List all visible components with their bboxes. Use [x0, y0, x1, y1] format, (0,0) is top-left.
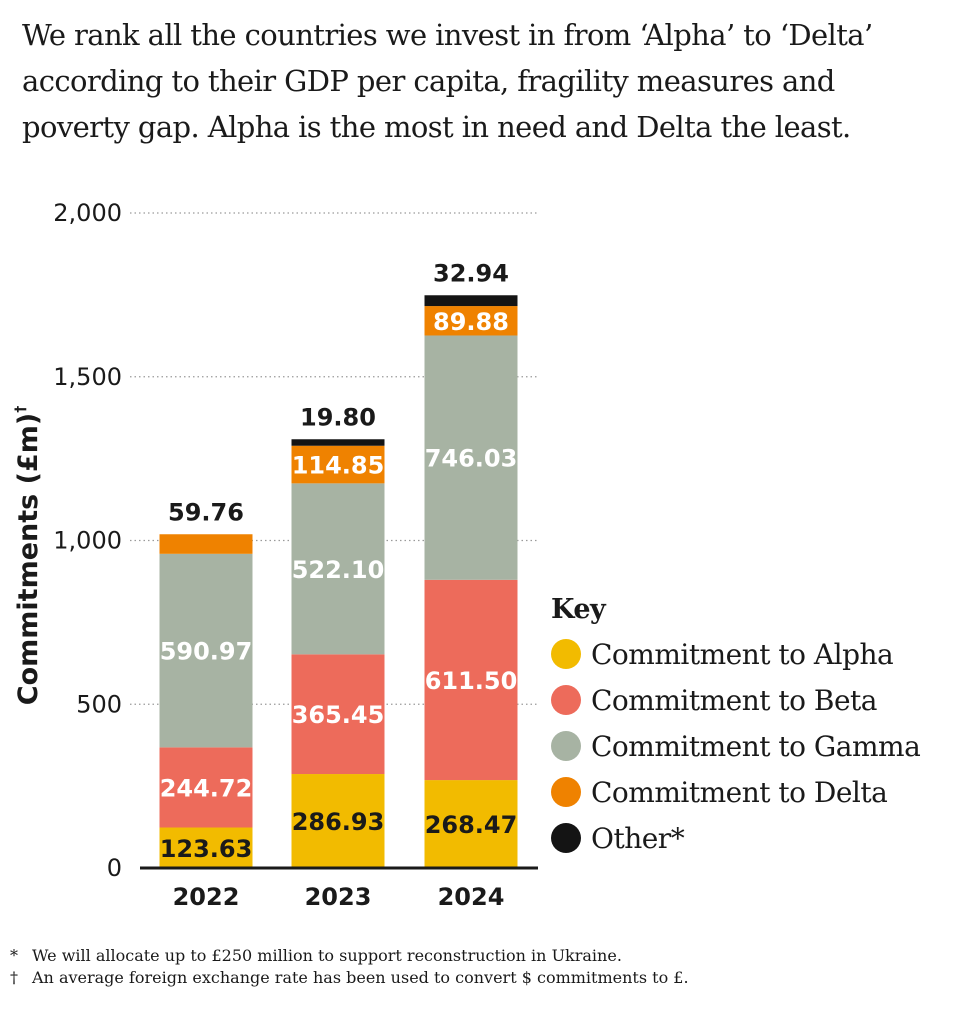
- chart-area: 0 500 1,000 1,500 2,000 Commitments (£m)† 123.…: [0, 180, 959, 920]
- data-label: 522.10: [292, 556, 385, 584]
- bar-segment: [291, 654, 385, 775]
- legend-swatch: [551, 823, 581, 853]
- bar-segment: [291, 483, 385, 655]
- data-label: 286.93: [292, 808, 385, 836]
- footnote: † An average foreign exchange rate has b…: [10, 966, 689, 988]
- y-axis-title-mark: †: [13, 406, 29, 413]
- intro-text: We rank all the countries we invest in f…: [22, 18, 873, 144]
- data-label: 590.97: [160, 638, 253, 666]
- data-label: 32.94: [433, 259, 509, 287]
- x-tick-label: 2024: [438, 883, 505, 911]
- bar-segment: [159, 747, 253, 828]
- y-tick-label: 500: [76, 690, 122, 718]
- legend-label: Commitment to Beta: [591, 683, 878, 717]
- bar-segment: [424, 295, 518, 307]
- bar-segment: [424, 780, 518, 868]
- legend-title: Key: [551, 594, 606, 625]
- legend-item: Commitment to Gamma: [551, 723, 921, 769]
- legend-swatch: [551, 639, 581, 669]
- y-tick-label: 0: [107, 854, 122, 882]
- footnotes: * We will allocate up to £250 million to…: [10, 944, 689, 988]
- bar-segment: [291, 445, 385, 484]
- footnote: * We will allocate up to £250 million to…: [10, 944, 689, 966]
- data-label: 611.50: [425, 667, 518, 695]
- x-tick-label: 2022: [173, 883, 240, 911]
- legend-item: Commitment to Delta: [551, 769, 920, 815]
- bar-segment: [291, 439, 385, 446]
- data-label: 114.85: [292, 452, 385, 480]
- data-label: 365.45: [292, 701, 385, 729]
- legend-label: Commitment to Alpha: [591, 637, 894, 671]
- footnote-mark: †: [10, 967, 18, 987]
- bar-segment: [424, 335, 518, 580]
- bar-segment: [291, 774, 385, 868]
- bar-segment: [424, 306, 518, 336]
- legend-swatch: [551, 685, 581, 715]
- legend-swatch: [551, 777, 581, 807]
- legend-swatch: [551, 731, 581, 761]
- stacked-bar-chart: 0 500 1,000 1,500 2,000 Commitments (£m)† 123.…: [13, 199, 538, 911]
- data-label: 59.76: [168, 498, 244, 526]
- legend-item: Commitment to Beta: [551, 677, 920, 723]
- bar-segment: [159, 534, 253, 554]
- y-tick-label: 1,500: [53, 363, 122, 391]
- data-label: 123.63: [160, 835, 253, 863]
- legend-label: Other*: [591, 821, 685, 855]
- y-axis-title: Commitments (£m)†: [13, 406, 44, 705]
- bar-segment: [424, 579, 518, 781]
- data-label: 268.47: [425, 811, 518, 839]
- data-label: 244.72: [160, 774, 253, 802]
- bar-segment: [159, 553, 253, 748]
- footnote-text: An average foreign exchange rate has bee…: [32, 967, 689, 987]
- legend-label: Commitment to Delta: [591, 775, 888, 809]
- x-tick-label: 2023: [305, 883, 372, 911]
- legend-item: Other*: [551, 815, 920, 861]
- y-tick-label: 2,000: [53, 199, 122, 227]
- data-label: 89.88: [433, 308, 509, 336]
- data-label: 746.03: [425, 445, 518, 473]
- footnote-text: We will allocate up to £250 million to s…: [32, 945, 622, 965]
- y-tick-label: 1,000: [53, 527, 122, 555]
- data-label: 19.80: [300, 403, 376, 431]
- footnote-mark: *: [10, 945, 18, 965]
- legend: Key Commitment to Alpha Commitment to Bet…: [551, 594, 921, 861]
- legend-label: Commitment to Gamma: [591, 729, 921, 763]
- bar-segment: [159, 827, 253, 868]
- legend-item: Commitment to Alpha: [551, 631, 920, 677]
